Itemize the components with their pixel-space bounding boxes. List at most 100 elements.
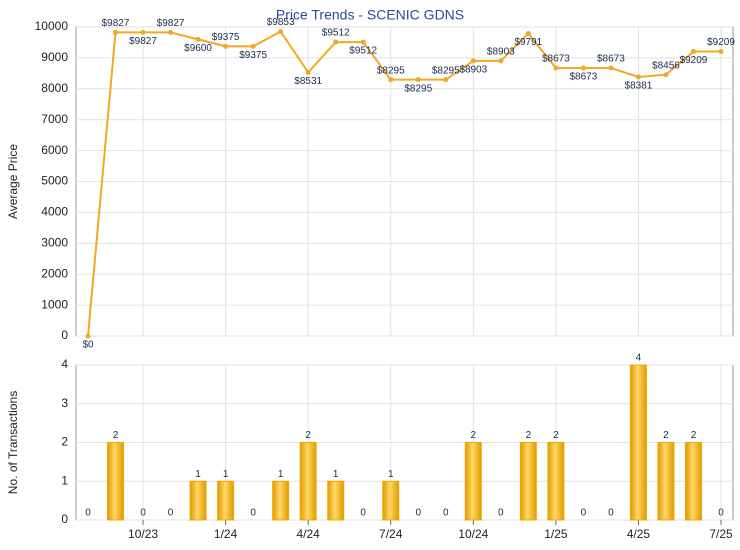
- point: [663, 72, 669, 78]
- value-label: 0: [718, 508, 724, 519]
- x-tick-label: 4/24: [296, 527, 320, 541]
- point: [608, 65, 614, 71]
- y-tick-label: 8000: [41, 81, 68, 95]
- bar: [464, 442, 482, 521]
- price-line: [87, 30, 721, 337]
- y-tick-label: 1000: [41, 297, 68, 311]
- point: [498, 58, 504, 64]
- value-label: 2: [113, 430, 119, 441]
- value-label: $9853: [267, 17, 295, 28]
- value-label: $8673: [542, 54, 570, 65]
- x-tick-label: 10/24: [458, 527, 488, 541]
- bar: [547, 442, 565, 521]
- value-label: 0: [360, 508, 366, 519]
- bar: [629, 364, 647, 521]
- value-label: $0: [82, 340, 94, 351]
- y-tick-label: 2: [61, 435, 68, 449]
- value-label: 1: [333, 469, 339, 480]
- x-tick-label: 4/25: [627, 527, 651, 541]
- value-label: 0: [168, 508, 174, 519]
- bar: [684, 442, 702, 521]
- value-label: $9827: [102, 18, 130, 29]
- point: [85, 333, 91, 339]
- y-tick-label: 10000: [35, 19, 69, 33]
- bar: [299, 442, 317, 521]
- point: [278, 29, 284, 35]
- value-label: $9512: [322, 28, 350, 39]
- value-label: 0: [443, 508, 449, 519]
- bar: [657, 442, 675, 521]
- value-label: 0: [498, 508, 504, 519]
- bar: [327, 480, 345, 521]
- y-tick-label: 6000: [41, 143, 68, 157]
- value-label: $9600: [184, 43, 212, 54]
- y-tick-label: 4000: [41, 205, 68, 219]
- point: [443, 77, 449, 83]
- point: [718, 48, 724, 54]
- value-label: $8295: [377, 65, 405, 76]
- value-label: $9827: [157, 18, 185, 29]
- point: [690, 48, 696, 54]
- value-label: 2: [553, 430, 559, 441]
- value-label: $9791: [514, 37, 542, 48]
- value-label: 0: [608, 508, 614, 519]
- point: [415, 77, 421, 83]
- value-label: $9375: [212, 32, 240, 43]
- chart-title: Price Trends - SCENIC GDNS: [276, 7, 464, 23]
- y-tick-label: 3000: [41, 235, 68, 249]
- point: [470, 58, 476, 64]
- value-label: $8673: [597, 54, 625, 65]
- value-label: 2: [471, 430, 477, 441]
- point: [223, 43, 229, 49]
- value-label: 0: [250, 508, 256, 519]
- value-label: $9375: [239, 50, 267, 61]
- y-tick-label: 0: [61, 512, 68, 526]
- point: [140, 29, 146, 35]
- x-tick-label: 10/23: [128, 527, 158, 541]
- y-tick-label: 3: [61, 396, 68, 410]
- point: [580, 65, 586, 71]
- point: [360, 39, 366, 45]
- x-tick-label: 1/24: [214, 527, 238, 541]
- x-tick-label: 1/25: [544, 527, 568, 541]
- y-tick-label: 4: [61, 357, 68, 371]
- value-label: 2: [305, 430, 311, 441]
- value-label: 0: [140, 508, 146, 519]
- point: [305, 69, 311, 75]
- y-tick-label: 1: [61, 473, 68, 487]
- value-label: $8456: [652, 60, 680, 71]
- bar: [189, 480, 207, 521]
- y-tick-label: 0: [61, 328, 68, 342]
- y-tick-label: 5000: [41, 174, 68, 188]
- value-label: 0: [581, 508, 587, 519]
- y-tick-label: 7000: [41, 112, 68, 126]
- value-label: $8295: [432, 65, 460, 76]
- point: [333, 39, 339, 45]
- value-label: $8903: [459, 65, 487, 76]
- value-label: 0: [415, 508, 421, 519]
- value-label: $9209: [707, 37, 735, 48]
- point: [250, 43, 256, 49]
- point: [525, 30, 531, 36]
- value-label: $9512: [349, 46, 377, 57]
- bar: [519, 442, 537, 521]
- value-label: 1: [278, 469, 284, 480]
- point: [113, 29, 119, 35]
- x-tick-label: 7/25: [709, 527, 733, 541]
- value-label: $8531: [294, 76, 322, 87]
- value-label: $8673: [569, 72, 597, 83]
- value-label: 4: [636, 353, 642, 364]
- value-label: 1: [195, 469, 201, 480]
- value-label: $8903: [487, 47, 515, 58]
- point: [553, 65, 559, 71]
- point: [388, 77, 394, 83]
- value-label: 0: [85, 508, 91, 519]
- value-label: 2: [691, 430, 697, 441]
- x-tick-label: 7/24: [379, 527, 403, 541]
- y-axis-title: Average Price: [6, 144, 20, 219]
- point: [168, 29, 174, 35]
- value-label: 2: [526, 430, 532, 441]
- y-axis-title: No. of Transactions: [6, 391, 20, 494]
- value-label: 2: [663, 430, 669, 441]
